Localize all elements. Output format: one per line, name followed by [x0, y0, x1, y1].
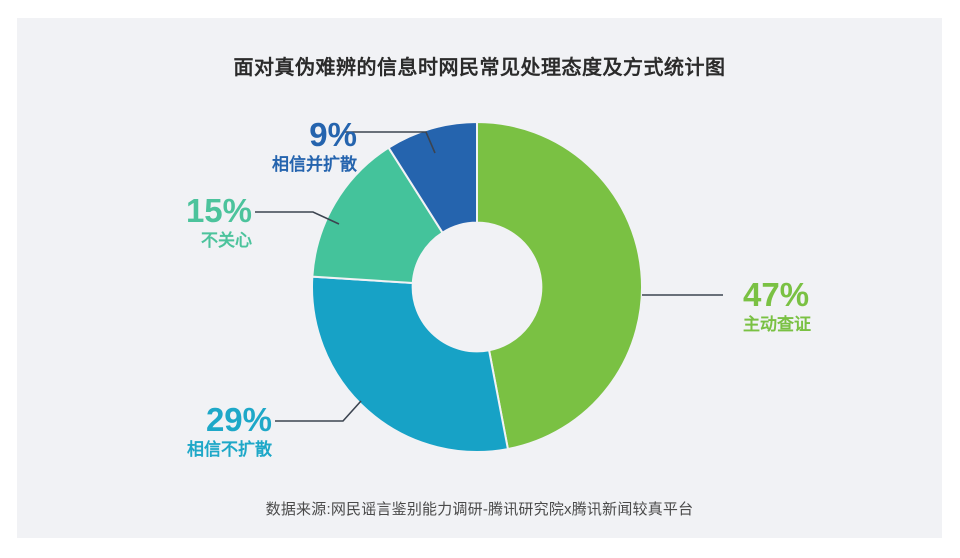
callout-label-believe-spread: 相信并扩散 [272, 154, 357, 174]
donut-slice-believe-not-spread[interactable] [311, 275, 510, 454]
leader-line-believe-not-spread [275, 400, 362, 422]
callout-percent-believe-not-spread: 29% [205, 401, 272, 438]
callout-verify[interactable]: 47% 主动查证 [743, 278, 933, 335]
callout-percent-verify: 47% [743, 276, 810, 313]
callout-dont-care[interactable]: 15% 不关心 [77, 194, 252, 251]
chart-panel: 面对真伪难辨的信息时网民常见处理态度及方式统计图 9% 相信并扩散 15% 不 [17, 18, 942, 538]
donut-slice-verify[interactable] [476, 120, 643, 451]
leader-line-believe-spread [345, 131, 436, 154]
callout-percent-dont-care: 15% [185, 192, 252, 229]
donut-slice-believe-spread[interactable] [387, 120, 478, 235]
leader-line-dont-care [255, 211, 340, 225]
donut-svg [255, 120, 723, 454]
donut-chart: 9% 相信并扩散 15% 不关心 29% 相信不扩散 47% 主动查证 [17, 18, 942, 538]
callout-believe-not-spread[interactable]: 29% 相信不扩散 [57, 403, 272, 460]
chart-title: 面对真伪难辨的信息时网民常见处理态度及方式统计图 [233, 57, 726, 79]
callout-label-dont-care: 不关心 [201, 230, 252, 250]
callout-believe-spread[interactable]: 9% 相信并扩散 [167, 118, 357, 175]
callout-label-believe-not-spread: 相信不扩散 [187, 439, 272, 459]
callout-percent-believe-spread: 9% [309, 116, 357, 153]
callout-label-verify: 主动查证 [743, 314, 811, 334]
chart-source-note: 数据来源:网民谣言鉴别能力调研-腾讯研究院x腾讯新闻较真平台 [265, 501, 694, 518]
